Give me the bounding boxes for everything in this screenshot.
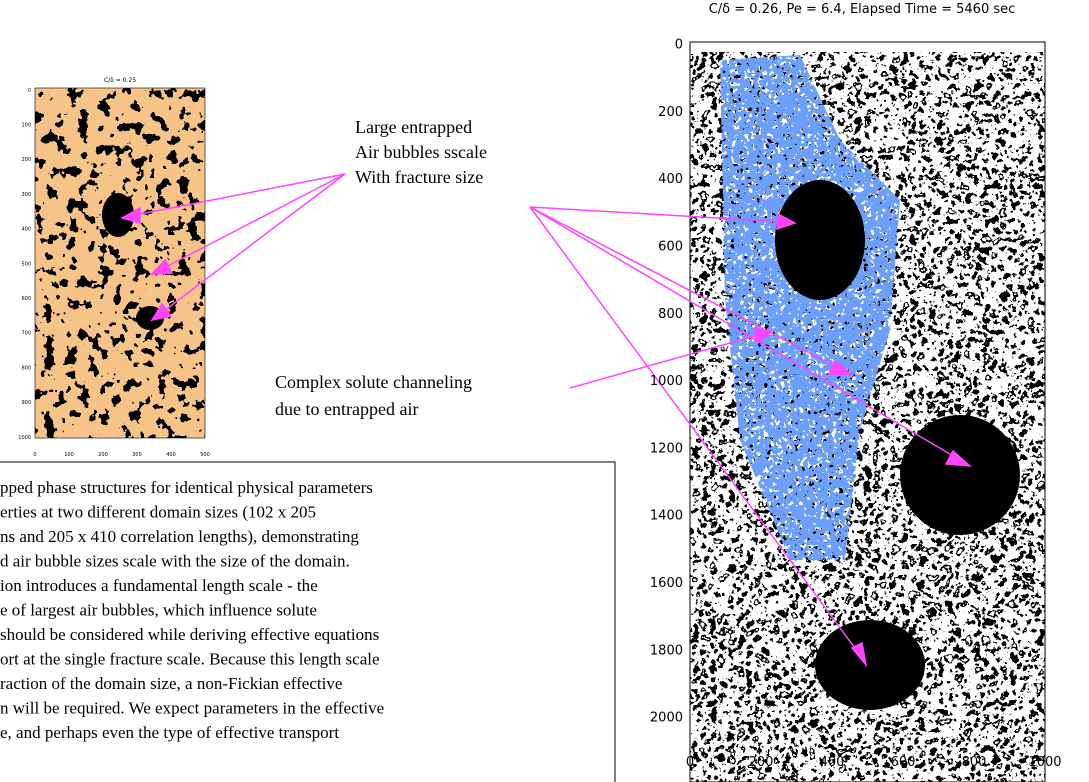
x-tick-label: 200: [749, 755, 774, 770]
annotation: Complex solute channeling: [275, 372, 472, 392]
annotation: Air bubbles sscale: [355, 142, 487, 162]
annotation: Large entrapped: [355, 117, 472, 137]
caption-line: raction of the domain size, a non-Fickia…: [0, 674, 342, 693]
left-image: [35, 88, 205, 438]
y-tick-label: 300: [21, 192, 31, 198]
y-tick-label: 600: [658, 239, 683, 254]
x-tick-label: 300: [132, 452, 142, 458]
x-tick-label: 0: [686, 755, 694, 770]
caption-line: should be considered while deriving effe…: [0, 625, 379, 644]
y-tick-label: 400: [658, 172, 683, 187]
x-tick-label: 1000: [1028, 755, 1061, 770]
right-title: C/δ = 0.26, Pe = 6.4, Elapsed Time = 546…: [709, 2, 1016, 17]
y-tick-label: 900: [21, 400, 31, 406]
y-tick-label: 1200: [650, 441, 683, 456]
y-tick-label: 1600: [650, 576, 683, 591]
caption-line: ion introduces a fundamental length scal…: [0, 576, 318, 595]
annotation: With fracture size: [355, 167, 483, 187]
y-tick-label: 2000: [650, 711, 683, 726]
y-tick-label: 1000: [650, 374, 683, 389]
x-tick-label: 100: [64, 452, 74, 458]
y-tick-label: 1800: [650, 643, 683, 658]
x-tick-label: 200: [98, 452, 108, 458]
y-tick-label: 800: [21, 365, 31, 371]
x-tick-label: 400: [166, 452, 176, 458]
y-tick-label: 500: [21, 261, 31, 267]
left-title: C/δ = 0.25: [104, 77, 136, 84]
x-tick-label: 600: [891, 755, 916, 770]
caption-line: ort at the single fracture scale. Becaus…: [0, 650, 380, 669]
y-tick-label: 200: [21, 157, 31, 163]
x-tick-label: 0: [33, 452, 36, 458]
x-tick-label: 400: [820, 755, 845, 770]
right-image: [690, 42, 1045, 782]
y-tick-label: 0: [28, 88, 31, 94]
caption-line: d air bubble sizes scale with the size o…: [0, 552, 350, 571]
y-tick-label: 700: [21, 331, 31, 337]
y-tick-label: 100: [21, 122, 31, 128]
caption-line: n will be required. We expect parameters…: [0, 699, 384, 718]
y-tick-label: 200: [658, 105, 683, 120]
caption-line: e, and perhaps even the type of effectiv…: [0, 723, 339, 742]
annotation: due to entrapped air: [275, 399, 418, 419]
y-tick-label: 0: [675, 38, 683, 53]
caption-line: ns and 205 x 410 correlation lengths), d…: [0, 527, 359, 546]
y-tick-label: 800: [658, 307, 683, 322]
y-tick-label: 600: [21, 296, 31, 302]
y-tick-label: 1000: [18, 435, 31, 441]
caption-line: pped phase structures for identical phys…: [0, 478, 373, 497]
slide: C/δ = 0.25 C/δ = 0.26, Pe = 6.4, Elapsed…: [0, 0, 1089, 782]
caption-line: e of largest air bubbles, which influenc…: [0, 601, 317, 620]
y-tick-label: 400: [21, 227, 31, 233]
x-tick-label: 500: [200, 452, 210, 458]
caption-line: erties at two different domain sizes (10…: [0, 503, 316, 522]
x-tick-label: 800: [962, 755, 987, 770]
y-tick-label: 1400: [650, 509, 683, 524]
